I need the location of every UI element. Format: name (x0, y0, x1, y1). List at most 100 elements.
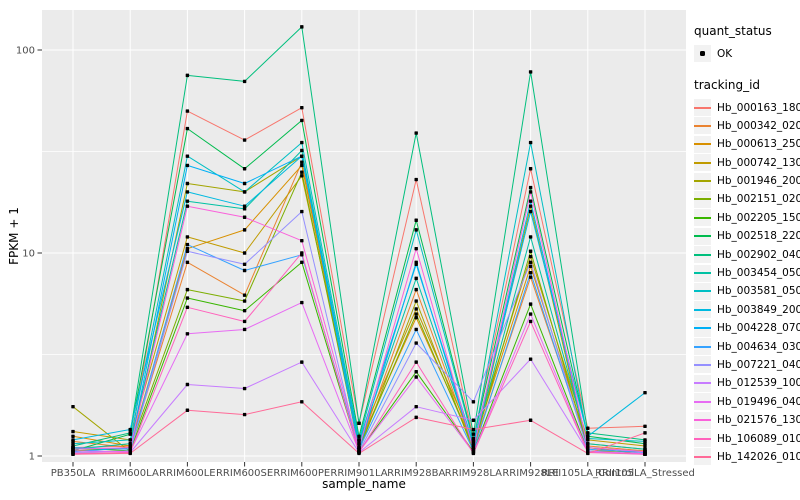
data-point (414, 307, 418, 311)
x-axis-title: sample_name (322, 477, 406, 491)
legend-title-quant-status: quant_status (694, 24, 772, 38)
data-point (185, 181, 190, 186)
legend-label: Hb_000163_180 (717, 101, 800, 114)
data-point (300, 140, 304, 145)
data-point (414, 375, 418, 379)
data-point (643, 424, 647, 429)
legend-label: Hb_019496_040 (717, 395, 800, 408)
legend-key-swatch (694, 264, 711, 282)
legend-line-icon (694, 327, 711, 330)
data-point (528, 270, 533, 275)
data-point (185, 332, 190, 336)
legend-label: Hb_002518_220 (717, 230, 800, 243)
data-point (242, 262, 247, 266)
data-point (185, 199, 190, 203)
data-point (185, 126, 190, 131)
legend-item: Hb_000613_250 (694, 135, 800, 153)
data-point (414, 260, 418, 264)
data-point (185, 154, 190, 158)
legend-label: Hb_003454_050 (717, 267, 800, 280)
x-tick-label: PB350LA (51, 468, 96, 479)
legend-label: Hb_001946_200 (717, 175, 800, 188)
data-point (528, 190, 533, 194)
data-point (185, 242, 190, 247)
data-point (300, 238, 304, 243)
legend-line-icon (694, 272, 711, 275)
data-point (471, 432, 476, 436)
x-tick-label: RRIM901LA (330, 468, 387, 479)
data-point (128, 441, 132, 446)
data-point (242, 181, 247, 186)
legend-key-ok (694, 45, 711, 62)
legend-item: Hb_003849_200 (694, 301, 800, 319)
data-point (242, 228, 247, 232)
data-point (128, 445, 132, 450)
data-point (528, 418, 533, 422)
legend-line-icon (694, 216, 711, 219)
legend-line-icon (694, 308, 711, 311)
data-point (586, 441, 590, 446)
legend-line-icon (694, 235, 711, 238)
data-point (528, 209, 533, 214)
legend-item: Hb_106089_010 (694, 430, 800, 448)
data-point (185, 305, 190, 310)
legend-title-tracking-id: tracking_id (694, 78, 761, 92)
legend-label: Hb_002902_040 (717, 248, 800, 261)
data-point (471, 441, 476, 446)
data-point (185, 204, 190, 208)
data-point (185, 382, 190, 387)
data-point (471, 451, 476, 456)
data-point (300, 260, 304, 264)
legend-item: Hb_003581_050 (694, 282, 800, 300)
legend-line-icon (694, 363, 711, 366)
data-point (300, 400, 304, 404)
data-point (586, 451, 590, 456)
x-tick-label: RRIM600LE (159, 468, 215, 479)
legend-label: Hb_002205_150 (717, 211, 800, 224)
data-point (71, 404, 75, 409)
data-point (242, 251, 247, 255)
data-point (128, 427, 132, 432)
legend-line-icon (694, 143, 711, 146)
legend-label: Hb_004634_030 (717, 340, 800, 353)
data-point (185, 246, 190, 251)
legend-key-swatch (694, 411, 711, 429)
data-point (300, 118, 304, 123)
data-point (71, 452, 75, 456)
x-tick-label: RRII105LA_Stressed (595, 468, 695, 479)
legend-key-swatch (694, 99, 711, 116)
data-point (643, 391, 647, 395)
data-point (242, 79, 247, 84)
y-axis-title: FPKM + 1 (7, 207, 21, 265)
data-point (586, 445, 590, 450)
x-tick-label: RRIM600SE (216, 468, 273, 479)
data-point (300, 148, 304, 153)
data-point (71, 438, 75, 442)
data-point (242, 308, 247, 313)
data-point (414, 276, 418, 281)
legend-key-swatch (694, 172, 711, 190)
legend: quant_status OK tracking_id Hb_000163_18… (694, 24, 800, 467)
legend-line-icon (694, 124, 711, 127)
legend-line-icon (694, 419, 711, 422)
data-point (414, 228, 418, 232)
data-point (242, 268, 247, 273)
legend-item-ok: OK (694, 45, 800, 62)
legend-key-swatch (694, 190, 711, 208)
data-point (242, 207, 247, 211)
data-point (185, 287, 190, 292)
data-point (185, 163, 190, 168)
data-point (71, 434, 75, 439)
data-point (300, 25, 304, 29)
legend-label: Hb_000742_130 (717, 156, 800, 169)
data-point (128, 431, 132, 435)
y-tick-label: 100 (16, 46, 35, 57)
data-point (242, 412, 247, 417)
data-point (185, 408, 190, 412)
legend-label: Hb_003581_050 (717, 285, 800, 298)
data-point (357, 445, 361, 450)
legend-key-swatch (694, 282, 711, 300)
y-tick-label: 10 (22, 249, 35, 260)
data-point (528, 254, 533, 259)
legend-key-swatch (694, 135, 711, 153)
